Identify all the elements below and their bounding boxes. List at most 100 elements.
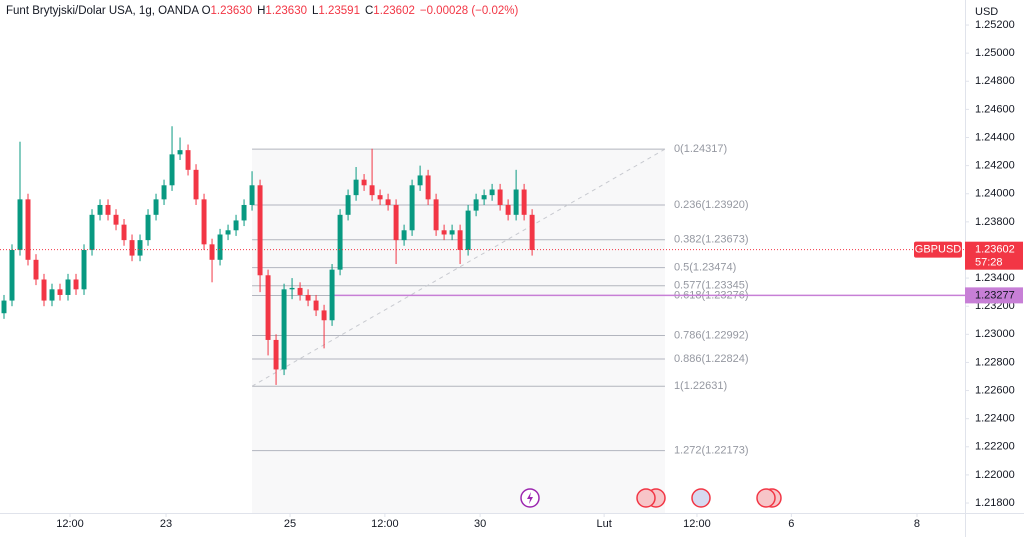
fib-label: 0(1.24317) — [674, 143, 727, 155]
candle-body — [329, 269, 335, 321]
candle-body — [297, 287, 303, 295]
candle-body — [17, 199, 23, 250]
event-icon[interactable] — [756, 488, 776, 508]
fib-label: 0.886(1.22824) — [674, 353, 749, 365]
y-tick-label: 1.22000 — [975, 469, 1015, 481]
ohlc-key: L — [312, 5, 319, 17]
candle-body — [161, 185, 167, 200]
ohlc-value: 1.23630 — [265, 5, 307, 17]
candle-body — [193, 169, 199, 200]
fib-label: 1.272(1.22173) — [674, 444, 749, 456]
price-tag-label: 1.23277 — [975, 289, 1015, 301]
candle-body — [129, 240, 135, 256]
event-icon[interactable] — [636, 488, 656, 508]
candle-body — [401, 230, 407, 241]
candle-body — [49, 289, 55, 301]
y-tick-label: 1.24200 — [975, 160, 1015, 172]
fib-label: 0.382(1.23673) — [674, 234, 749, 246]
candle-body — [25, 199, 31, 260]
candle-body — [489, 189, 495, 196]
price-tag — [965, 287, 1023, 304]
candle-body — [433, 199, 439, 231]
y-tick-label: 1.23800 — [975, 216, 1015, 228]
fib-label: 0.577(1.23345) — [674, 280, 749, 292]
candle-body — [113, 214, 119, 225]
candle-body — [513, 189, 519, 215]
candle-body — [105, 204, 111, 215]
x-tick-label: 12:00 — [371, 518, 399, 530]
candle-body — [145, 214, 151, 241]
candle-body — [241, 204, 247, 221]
candle-body — [457, 230, 463, 250]
candle-body — [337, 214, 343, 270]
fib-label: 1(1.22631) — [674, 380, 727, 392]
currency: USD — [975, 6, 998, 18]
ohlc-value: 1.23630 — [210, 5, 253, 17]
candle-body — [473, 199, 479, 211]
candle-body — [273, 339, 279, 370]
countdown: 57:28 — [975, 257, 1003, 269]
candle-body — [345, 195, 351, 215]
candle-body — [321, 310, 327, 321]
x-tick-label: 6 — [788, 518, 794, 530]
candle-body — [137, 240, 143, 256]
candle-body — [465, 210, 471, 250]
y-tick-label: 1.22400 — [975, 413, 1015, 425]
candle-body — [177, 150, 183, 155]
y-tick-label: 1.23000 — [975, 328, 1015, 340]
candle-body — [369, 185, 375, 196]
event-icon — [527, 492, 533, 504]
x-tick-label: 25 — [284, 518, 296, 530]
candle-body — [257, 185, 263, 276]
candle-body — [249, 185, 255, 205]
x-tick-label: 12:00 — [683, 518, 711, 530]
candle-body — [425, 175, 431, 200]
fib-label: 0.5(1.23474) — [674, 262, 736, 274]
candle-body — [1, 300, 7, 314]
candle-body — [209, 244, 215, 260]
candle-body — [497, 189, 503, 205]
event-icon[interactable] — [691, 488, 711, 508]
candle-body — [409, 185, 415, 231]
candle-body — [89, 214, 95, 250]
y-tick-label: 1.24600 — [975, 103, 1015, 115]
candle-body — [121, 224, 127, 241]
ohlc-key: C — [364, 5, 374, 17]
price-tag-label: 1.23602 — [975, 244, 1015, 256]
y-tick-label: 1.24800 — [975, 75, 1015, 87]
price-tag — [965, 241, 1023, 270]
event-icons[interactable] — [520, 488, 782, 508]
x-tick-label: 23 — [160, 518, 172, 530]
candle-body — [505, 204, 511, 215]
symbol-title: Funt Brytyjski/Dolar USA, 1g, OANDA — [6, 5, 199, 17]
ohlc: O1.23630 H1.23630 L1.23591 C1.23602 — [202, 5, 420, 17]
candle-body — [393, 204, 399, 241]
ohlc-value: 1.23591 — [318, 5, 360, 17]
x-tick-label: Lut — [596, 518, 611, 530]
y-tick-label: 1.24400 — [975, 131, 1015, 143]
fib-area — [252, 149, 665, 513]
candle-body — [41, 279, 47, 301]
y-tick-label: 1.22600 — [975, 384, 1015, 396]
candle-body — [385, 199, 391, 205]
x-tick-label: 8 — [914, 518, 920, 530]
y-tick-label: 1.22200 — [975, 441, 1015, 453]
change: −0.00028 (−0.02%) — [419, 5, 519, 17]
candle-body — [169, 154, 175, 186]
fib-label: 0.786(1.22992) — [674, 329, 749, 341]
legend-header: Funt Brytyjski/Dolar USA, 1g, OANDA O1.2… — [6, 5, 523, 17]
ohlc-key: O — [201, 5, 211, 17]
x-tick-label: 30 — [474, 518, 486, 530]
candle-body — [521, 189, 527, 215]
x-tick-label: 12:00 — [56, 518, 84, 530]
candle-body — [201, 199, 207, 245]
symbol-tag — [914, 241, 962, 258]
symbol-tag-label: GBPUSD — [915, 244, 962, 256]
candle-body — [481, 195, 487, 200]
candle-body — [225, 230, 231, 235]
candle-body — [57, 289, 63, 295]
y-tick-label: 1.25000 — [975, 47, 1015, 59]
y-tick-label: 1.22800 — [975, 356, 1015, 368]
